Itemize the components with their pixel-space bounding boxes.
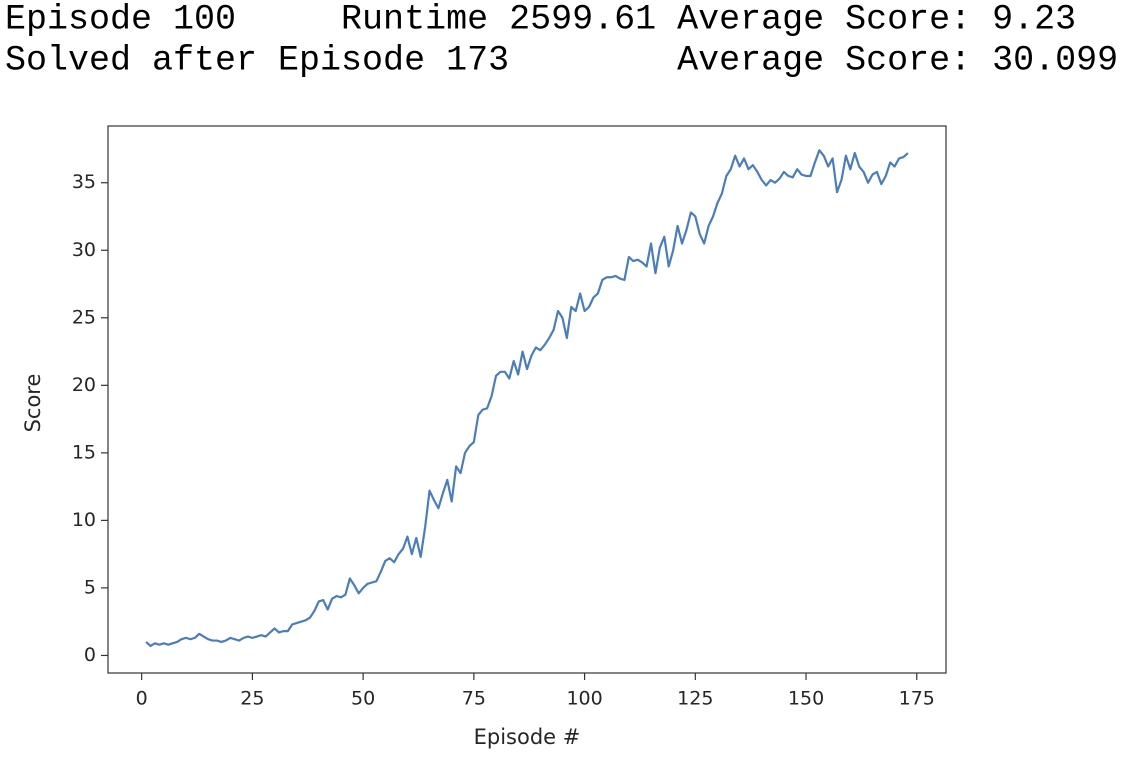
y-tick-label: 30 — [72, 239, 96, 261]
y-tick-label: 10 — [72, 509, 96, 531]
x-tick-label: 75 — [462, 688, 486, 710]
plot-frame — [107, 125, 947, 674]
x-tick-label: 125 — [677, 688, 713, 710]
x-axis-label: Episode # — [474, 725, 581, 749]
y-tick-label: 35 — [72, 171, 96, 193]
y-axis-label: Score — [21, 374, 45, 433]
y-tick-label: 20 — [72, 374, 96, 396]
y-tick-label: 15 — [72, 441, 96, 463]
x-tick-label: 100 — [566, 688, 602, 710]
y-tick-label: 25 — [72, 306, 96, 328]
x-tick-label: 150 — [788, 688, 824, 710]
x-tick-label: 25 — [240, 688, 264, 710]
x-tick-label: 50 — [351, 688, 375, 710]
log-line: Episode 100 Runtime 2599.61 Average Scor… — [5, 0, 1076, 39]
log-line: Solved after Episode 173 Average Score: … — [5, 40, 1118, 80]
x-tick-label: 175 — [899, 688, 935, 710]
line-series — [145, 149, 909, 648]
x-tick-label: 0 — [136, 688, 148, 710]
y-tick-label: 0 — [84, 644, 96, 666]
y-tick-label: 5 — [84, 576, 96, 598]
